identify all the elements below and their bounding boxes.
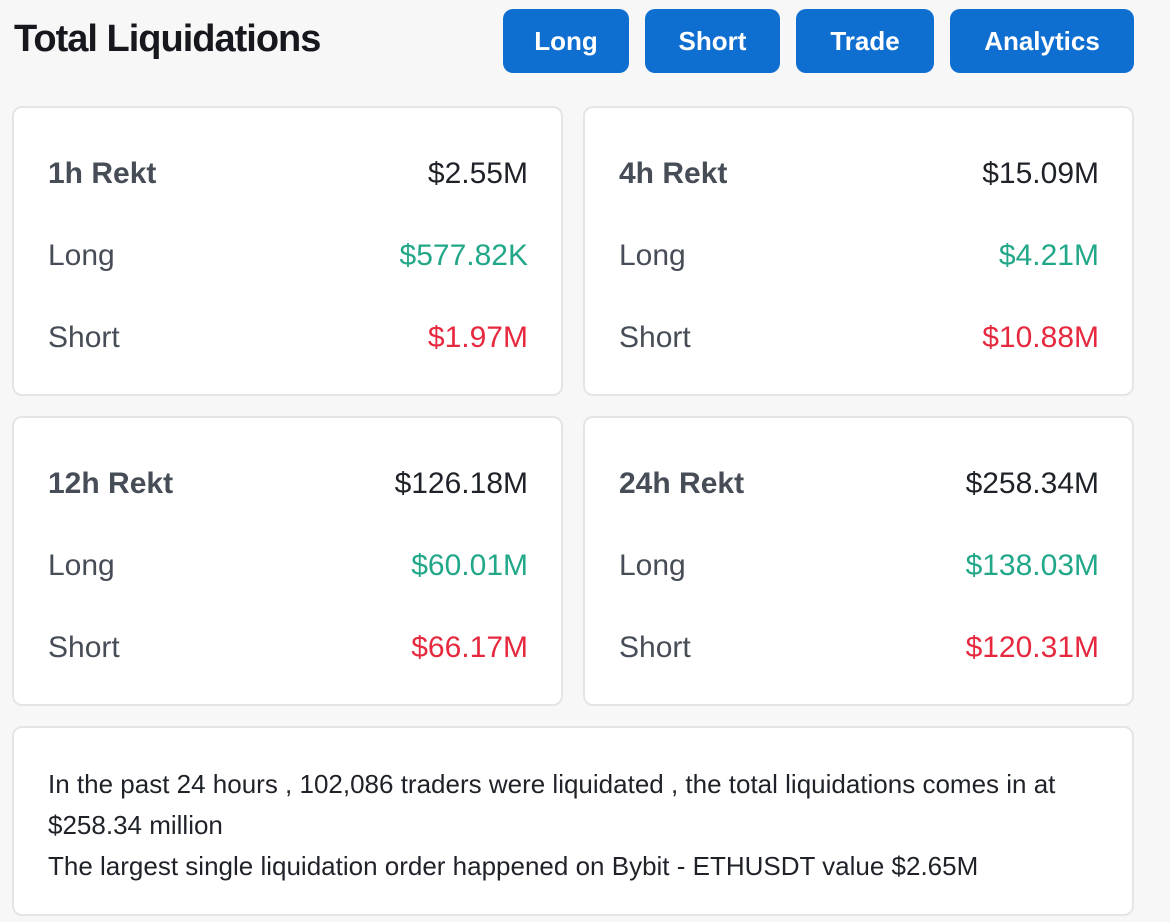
card-title: 24h Rekt bbox=[619, 467, 745, 500]
long-row: Long $577.82K bbox=[48, 238, 528, 274]
total-value: $15.09M bbox=[982, 157, 1099, 190]
card-title: 12h Rekt bbox=[48, 467, 174, 500]
summary-line-traders: In the past 24 hours , 102,086 traders w… bbox=[48, 769, 1056, 840]
long-label: Long bbox=[619, 239, 686, 272]
analytics-button[interactable]: Analytics bbox=[950, 9, 1134, 73]
rekt-cards-grid: 1h Rekt $2.55M Long $577.82K Short $1.97… bbox=[12, 106, 1134, 706]
total-row: 24h Rekt $258.34M bbox=[619, 466, 1099, 502]
card-title: 1h Rekt bbox=[48, 157, 157, 190]
card-1h-rekt: 1h Rekt $2.55M Long $577.82K Short $1.97… bbox=[12, 106, 563, 396]
long-value: $138.03M bbox=[965, 549, 1099, 582]
short-row: Short $120.31M bbox=[619, 630, 1099, 666]
short-row: Short $66.17M bbox=[48, 630, 528, 666]
short-label: Short bbox=[619, 321, 691, 354]
summary-line-largest-order: The largest single liquidation order hap… bbox=[48, 851, 979, 881]
short-row: Short $10.88M bbox=[619, 320, 1099, 356]
card-12h-rekt: 12h Rekt $126.18M Long $60.01M Short $66… bbox=[12, 416, 563, 706]
long-row: Long $138.03M bbox=[619, 548, 1099, 584]
total-value: $258.34M bbox=[965, 467, 1099, 500]
total-value: $126.18M bbox=[394, 467, 528, 500]
short-value: $120.31M bbox=[965, 631, 1099, 664]
total-row: 4h Rekt $15.09M bbox=[619, 156, 1099, 192]
nav-buttons: Long Short Trade Analytics bbox=[503, 9, 1134, 73]
total-row: 12h Rekt $126.18M bbox=[48, 466, 528, 502]
short-row: Short $1.97M bbox=[48, 320, 528, 356]
long-value: $60.01M bbox=[411, 549, 528, 582]
short-value: $10.88M bbox=[982, 321, 1099, 354]
long-button[interactable]: Long bbox=[503, 9, 629, 73]
total-value: $2.55M bbox=[427, 157, 528, 190]
long-label: Long bbox=[48, 239, 115, 272]
long-label: Long bbox=[619, 549, 686, 582]
long-row: Long $60.01M bbox=[48, 548, 528, 584]
long-value: $4.21M bbox=[998, 239, 1099, 272]
short-value: $66.17M bbox=[411, 631, 528, 664]
trade-button[interactable]: Trade bbox=[796, 9, 934, 73]
card-24h-rekt: 24h Rekt $258.34M Long $138.03M Short $1… bbox=[583, 416, 1134, 706]
short-label: Short bbox=[48, 631, 120, 664]
header: Total Liquidations Long Short Trade Anal… bbox=[0, 0, 1170, 90]
short-button[interactable]: Short bbox=[645, 9, 780, 73]
short-label: Short bbox=[619, 631, 691, 664]
long-row: Long $4.21M bbox=[619, 238, 1099, 274]
card-4h-rekt: 4h Rekt $15.09M Long $4.21M Short $10.88… bbox=[583, 106, 1134, 396]
short-label: Short bbox=[48, 321, 120, 354]
card-title: 4h Rekt bbox=[619, 157, 728, 190]
long-label: Long bbox=[48, 549, 115, 582]
long-value: $577.82K bbox=[399, 239, 528, 272]
short-value: $1.97M bbox=[427, 321, 528, 354]
page-title: Total Liquidations bbox=[14, 18, 321, 60]
total-row: 1h Rekt $2.55M bbox=[48, 156, 528, 192]
summary-panel: In the past 24 hours , 102,086 traders w… bbox=[12, 726, 1134, 916]
